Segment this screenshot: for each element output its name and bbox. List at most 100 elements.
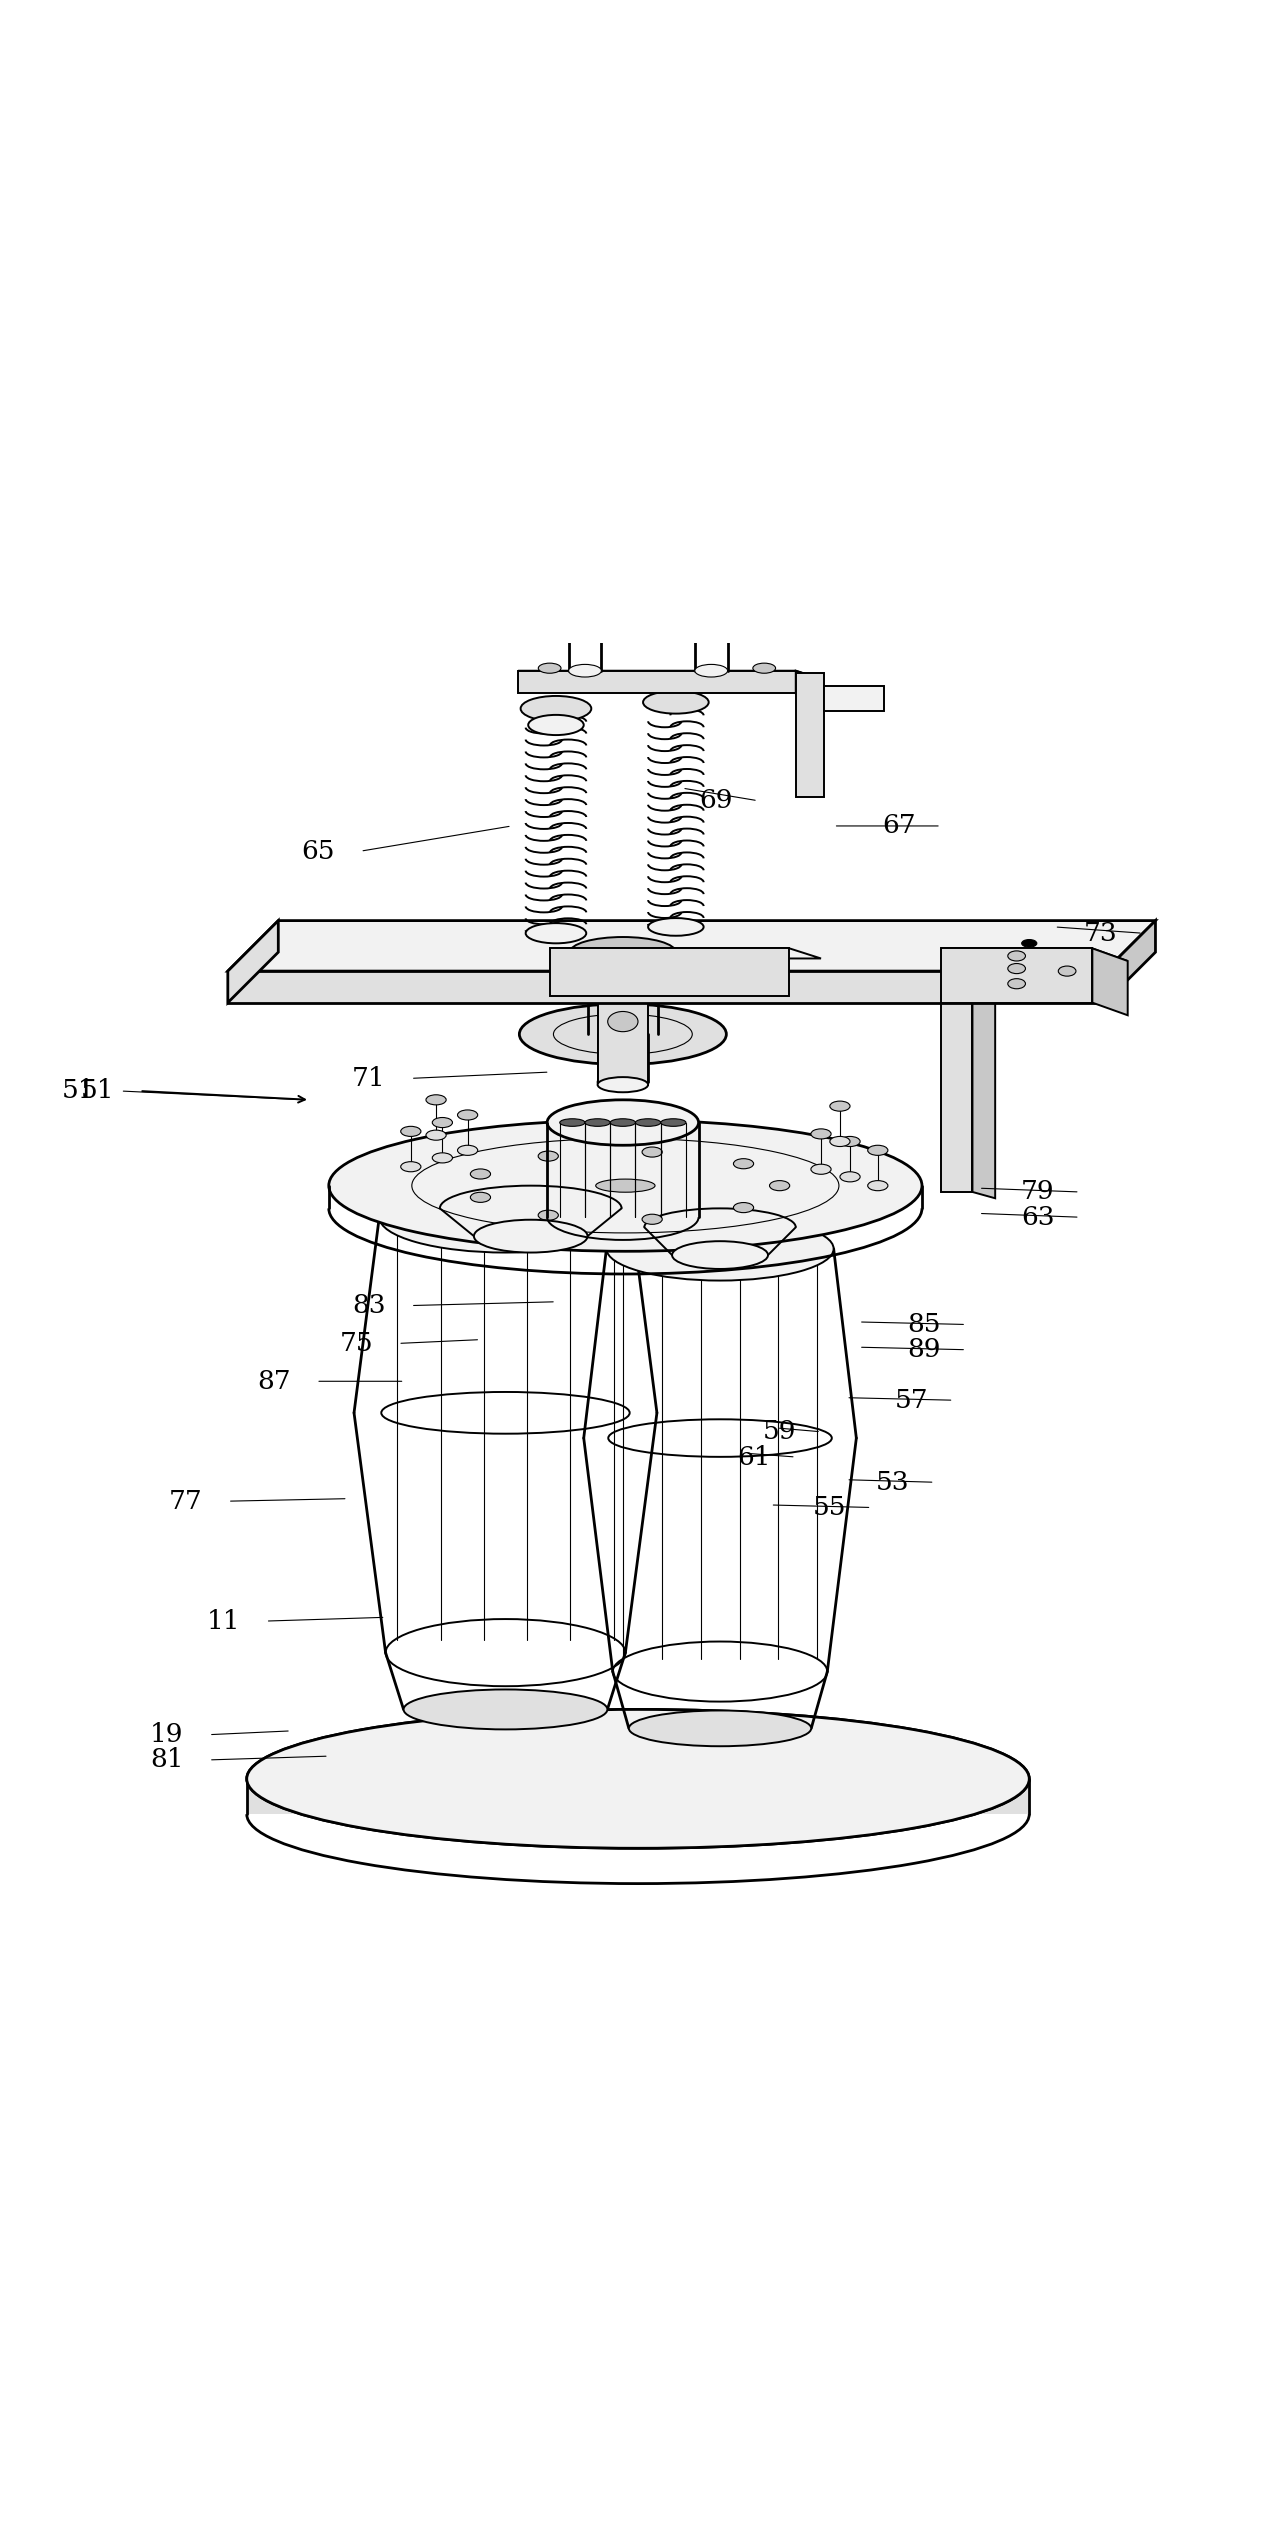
- Polygon shape: [1105, 920, 1156, 1004]
- Polygon shape: [246, 1779, 1030, 1814]
- Ellipse shape: [868, 1144, 888, 1154]
- Ellipse shape: [519, 1004, 726, 1065]
- Ellipse shape: [868, 1180, 888, 1190]
- Ellipse shape: [426, 1131, 447, 1139]
- Ellipse shape: [560, 1119, 584, 1126]
- Ellipse shape: [753, 662, 776, 673]
- Ellipse shape: [1008, 978, 1026, 989]
- Polygon shape: [972, 933, 995, 1198]
- Text: 65: 65: [301, 838, 336, 864]
- Polygon shape: [228, 971, 1105, 1004]
- Polygon shape: [550, 948, 790, 996]
- Polygon shape: [550, 948, 820, 958]
- Ellipse shape: [403, 1689, 607, 1730]
- Polygon shape: [597, 971, 648, 1085]
- Polygon shape: [228, 920, 1156, 971]
- Ellipse shape: [672, 1241, 768, 1269]
- Polygon shape: [1092, 948, 1128, 1014]
- Ellipse shape: [629, 1710, 812, 1745]
- Ellipse shape: [246, 1710, 1030, 1847]
- Ellipse shape: [597, 1078, 648, 1093]
- Ellipse shape: [1022, 940, 1037, 948]
- Ellipse shape: [379, 1182, 632, 1254]
- Text: 61: 61: [738, 1445, 771, 1470]
- Ellipse shape: [401, 1162, 421, 1172]
- Ellipse shape: [661, 1119, 686, 1126]
- Text: 59: 59: [762, 1419, 796, 1445]
- Ellipse shape: [570, 938, 676, 968]
- Ellipse shape: [642, 1215, 662, 1223]
- Ellipse shape: [329, 1121, 923, 1251]
- Ellipse shape: [597, 963, 648, 978]
- Text: 79: 79: [1021, 1180, 1054, 1205]
- Ellipse shape: [734, 1203, 754, 1213]
- Text: 83: 83: [352, 1292, 385, 1317]
- Ellipse shape: [635, 1119, 661, 1126]
- Ellipse shape: [433, 1152, 453, 1162]
- Text: 51: 51: [80, 1078, 115, 1103]
- Ellipse shape: [584, 1119, 610, 1126]
- Text: 51: 51: [61, 1078, 96, 1103]
- Ellipse shape: [246, 1710, 1030, 1847]
- Ellipse shape: [433, 1119, 453, 1129]
- Ellipse shape: [569, 665, 601, 678]
- Text: 19: 19: [151, 1722, 184, 1748]
- Polygon shape: [518, 670, 818, 678]
- Ellipse shape: [471, 1170, 490, 1180]
- Text: 87: 87: [258, 1368, 291, 1394]
- Ellipse shape: [426, 1096, 447, 1106]
- Text: 57: 57: [894, 1389, 928, 1412]
- Ellipse shape: [458, 1111, 477, 1121]
- Text: 71: 71: [352, 1065, 385, 1091]
- Ellipse shape: [829, 1136, 850, 1147]
- Text: 77: 77: [168, 1488, 203, 1514]
- Ellipse shape: [473, 1220, 587, 1254]
- Ellipse shape: [695, 665, 727, 678]
- Polygon shape: [940, 933, 972, 1192]
- Ellipse shape: [610, 1119, 635, 1126]
- Ellipse shape: [840, 1136, 860, 1147]
- Ellipse shape: [812, 1129, 831, 1139]
- Ellipse shape: [528, 716, 583, 734]
- Text: 75: 75: [339, 1330, 373, 1356]
- Text: 67: 67: [882, 813, 916, 838]
- Text: 81: 81: [151, 1748, 184, 1773]
- Ellipse shape: [401, 1126, 421, 1136]
- Ellipse shape: [458, 1144, 477, 1154]
- Ellipse shape: [521, 696, 591, 721]
- Ellipse shape: [840, 1172, 860, 1182]
- Text: 69: 69: [699, 787, 732, 813]
- Ellipse shape: [695, 596, 727, 606]
- Polygon shape: [518, 670, 796, 693]
- Text: 53: 53: [875, 1470, 910, 1496]
- Text: 73: 73: [1083, 920, 1118, 945]
- Polygon shape: [940, 948, 1092, 1004]
- Ellipse shape: [587, 940, 658, 963]
- Ellipse shape: [812, 1164, 831, 1175]
- Ellipse shape: [569, 596, 601, 606]
- Polygon shape: [796, 670, 818, 701]
- Ellipse shape: [1058, 966, 1076, 976]
- Text: 55: 55: [813, 1496, 846, 1521]
- Ellipse shape: [547, 1101, 698, 1144]
- Ellipse shape: [526, 922, 586, 943]
- Ellipse shape: [538, 1210, 559, 1220]
- Ellipse shape: [829, 1101, 850, 1111]
- Ellipse shape: [607, 1012, 638, 1032]
- Ellipse shape: [538, 662, 561, 673]
- Ellipse shape: [606, 1218, 833, 1282]
- Ellipse shape: [1008, 963, 1026, 973]
- Text: 89: 89: [907, 1338, 940, 1363]
- Polygon shape: [940, 948, 1128, 961]
- Ellipse shape: [648, 917, 703, 935]
- Polygon shape: [823, 685, 884, 711]
- Ellipse shape: [734, 1159, 754, 1170]
- Ellipse shape: [538, 1152, 559, 1162]
- Ellipse shape: [1008, 950, 1026, 961]
- Ellipse shape: [769, 1180, 790, 1190]
- Text: 63: 63: [1021, 1205, 1054, 1231]
- Ellipse shape: [596, 1180, 655, 1192]
- Polygon shape: [228, 920, 278, 1004]
- Ellipse shape: [471, 1192, 490, 1203]
- Text: 85: 85: [907, 1312, 940, 1338]
